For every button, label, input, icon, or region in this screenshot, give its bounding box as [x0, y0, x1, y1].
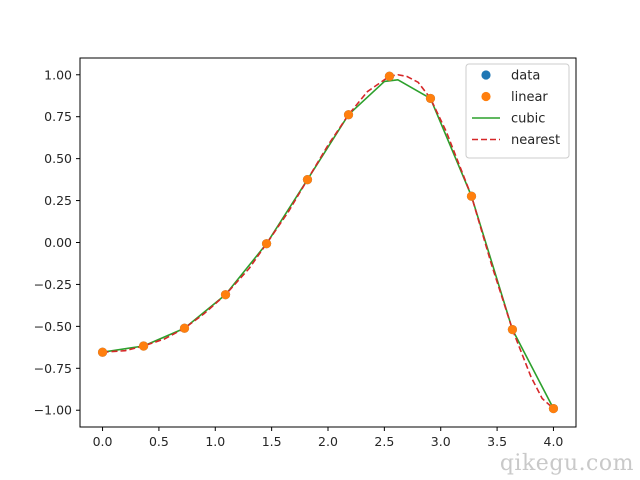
- y-tick-label: −0.25: [34, 277, 72, 292]
- legend-label-cubic: cubic: [511, 112, 545, 127]
- x-tick-label: 2.0: [318, 434, 338, 449]
- data-point-linear: [548, 403, 559, 414]
- legend: data linear cubic nearest: [465, 63, 570, 159]
- data-point-linear: [138, 341, 149, 351]
- x-tick-label: 3.0: [431, 434, 451, 449]
- data-point-linear: [507, 324, 518, 335]
- y-tick-label: 0.75: [44, 109, 72, 124]
- x-tick-label: 2.5: [374, 434, 394, 449]
- legend-label-linear: linear: [511, 90, 548, 105]
- watermark: qikegu.com: [499, 451, 634, 476]
- y-tick-label: 0.00: [44, 235, 72, 250]
- x-tick-label: 0.5: [149, 434, 169, 449]
- x-tick-label: 4.0: [544, 434, 564, 449]
- x-tick-label: 0.0: [93, 434, 113, 449]
- data-point-linear: [179, 323, 190, 333]
- legend-label-data: data: [511, 69, 540, 84]
- data-point-linear: [220, 290, 231, 300]
- series-markers: [97, 71, 559, 414]
- x-axis: 0.0 0.5 1.0 1.5 2.0 2.5 3.0 3.5 4.0: [93, 427, 564, 449]
- y-tick-label: 0.50: [44, 151, 72, 166]
- data-point-linear: [97, 347, 108, 357]
- y-tick-label: −0.50: [34, 319, 72, 334]
- data-point-linear: [384, 71, 395, 81]
- y-tick-label: −0.75: [34, 361, 72, 376]
- x-tick-label: 1.0: [205, 434, 225, 449]
- legend-marker-data: [481, 70, 491, 80]
- data-point-linear: [466, 191, 477, 201]
- y-tick-label: 1.00: [44, 67, 72, 82]
- data-point-linear: [425, 93, 436, 104]
- legend-box: [465, 63, 570, 159]
- x-tick-label: 3.5: [487, 434, 507, 449]
- y-tick-label: −1.00: [34, 403, 72, 418]
- y-tick-label: 0.25: [44, 193, 72, 208]
- data-point-linear: [343, 110, 354, 120]
- data-point-linear: [302, 175, 313, 185]
- legend-label-nearest: nearest: [511, 133, 560, 148]
- x-tick-label: 1.5: [262, 434, 282, 449]
- y-axis: −1.00 −0.75 −0.50 −0.25 0.00 0.25 0.50 0.75 1.00: [34, 67, 80, 418]
- data-point-linear: [261, 239, 272, 249]
- legend-marker-linear: [481, 91, 491, 102]
